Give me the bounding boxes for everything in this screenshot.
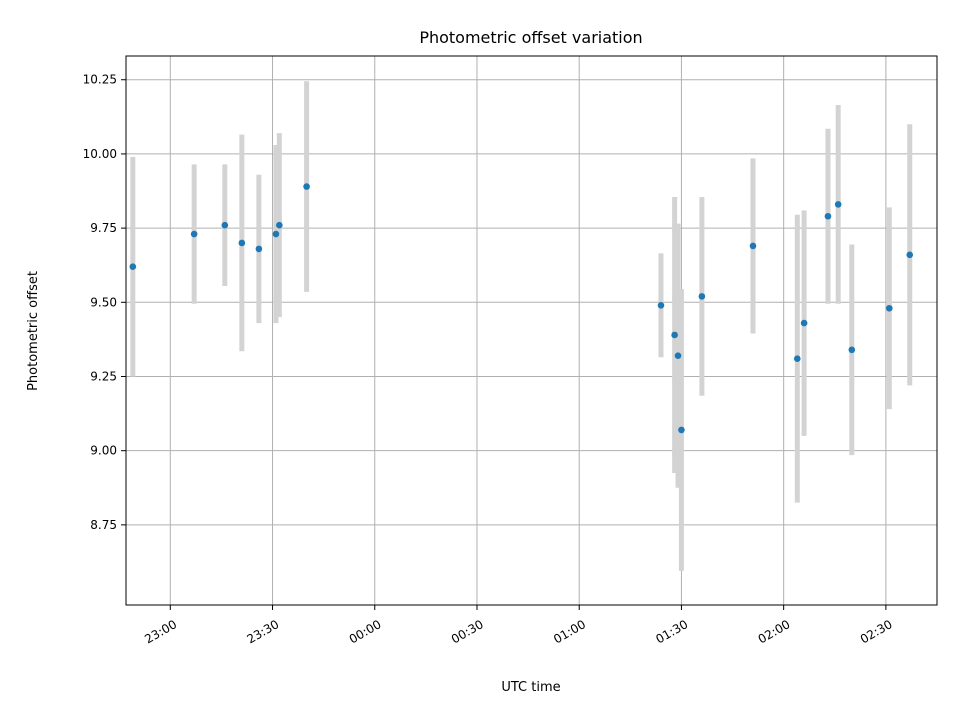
data-point	[129, 263, 137, 270]
y-tick-label: 9.75	[90, 221, 117, 235]
data-point	[885, 304, 893, 312]
data-point	[834, 201, 842, 208]
data-point	[906, 251, 914, 259]
data-point	[793, 355, 801, 362]
y-tick-label: 9.50	[90, 295, 117, 309]
data-point	[698, 293, 706, 300]
data-point	[255, 245, 263, 253]
data-point	[749, 242, 757, 250]
y-tick-label: 8.75	[90, 518, 117, 532]
chart-title: Photometric offset variation	[419, 28, 642, 47]
y-tick-label: 9.25	[90, 369, 117, 383]
data-point	[674, 352, 682, 360]
data-point	[190, 230, 198, 238]
x-axis-label: UTC time	[501, 680, 560, 695]
data-point	[671, 331, 678, 339]
data-point	[272, 230, 280, 238]
data-points	[129, 183, 914, 434]
y-tick-label: 9.00	[90, 444, 117, 458]
data-point	[678, 426, 685, 434]
y-axis-ticks: 8.75 9.00 9.25 9.50 9.75 10.00 10.25	[83, 73, 126, 532]
data-point	[848, 346, 856, 354]
data-point	[800, 319, 808, 327]
data-point	[276, 221, 283, 229]
data-point	[657, 301, 665, 309]
y-axis-label: Photometric offset	[26, 271, 41, 391]
data-point	[824, 212, 832, 220]
y-tick-label: 10.25	[83, 73, 117, 87]
y-tick-label: 10.00	[83, 147, 117, 161]
data-point	[303, 183, 310, 190]
data-point	[221, 221, 229, 229]
data-point	[238, 239, 246, 247]
plot-frame	[125, 55, 938, 606]
